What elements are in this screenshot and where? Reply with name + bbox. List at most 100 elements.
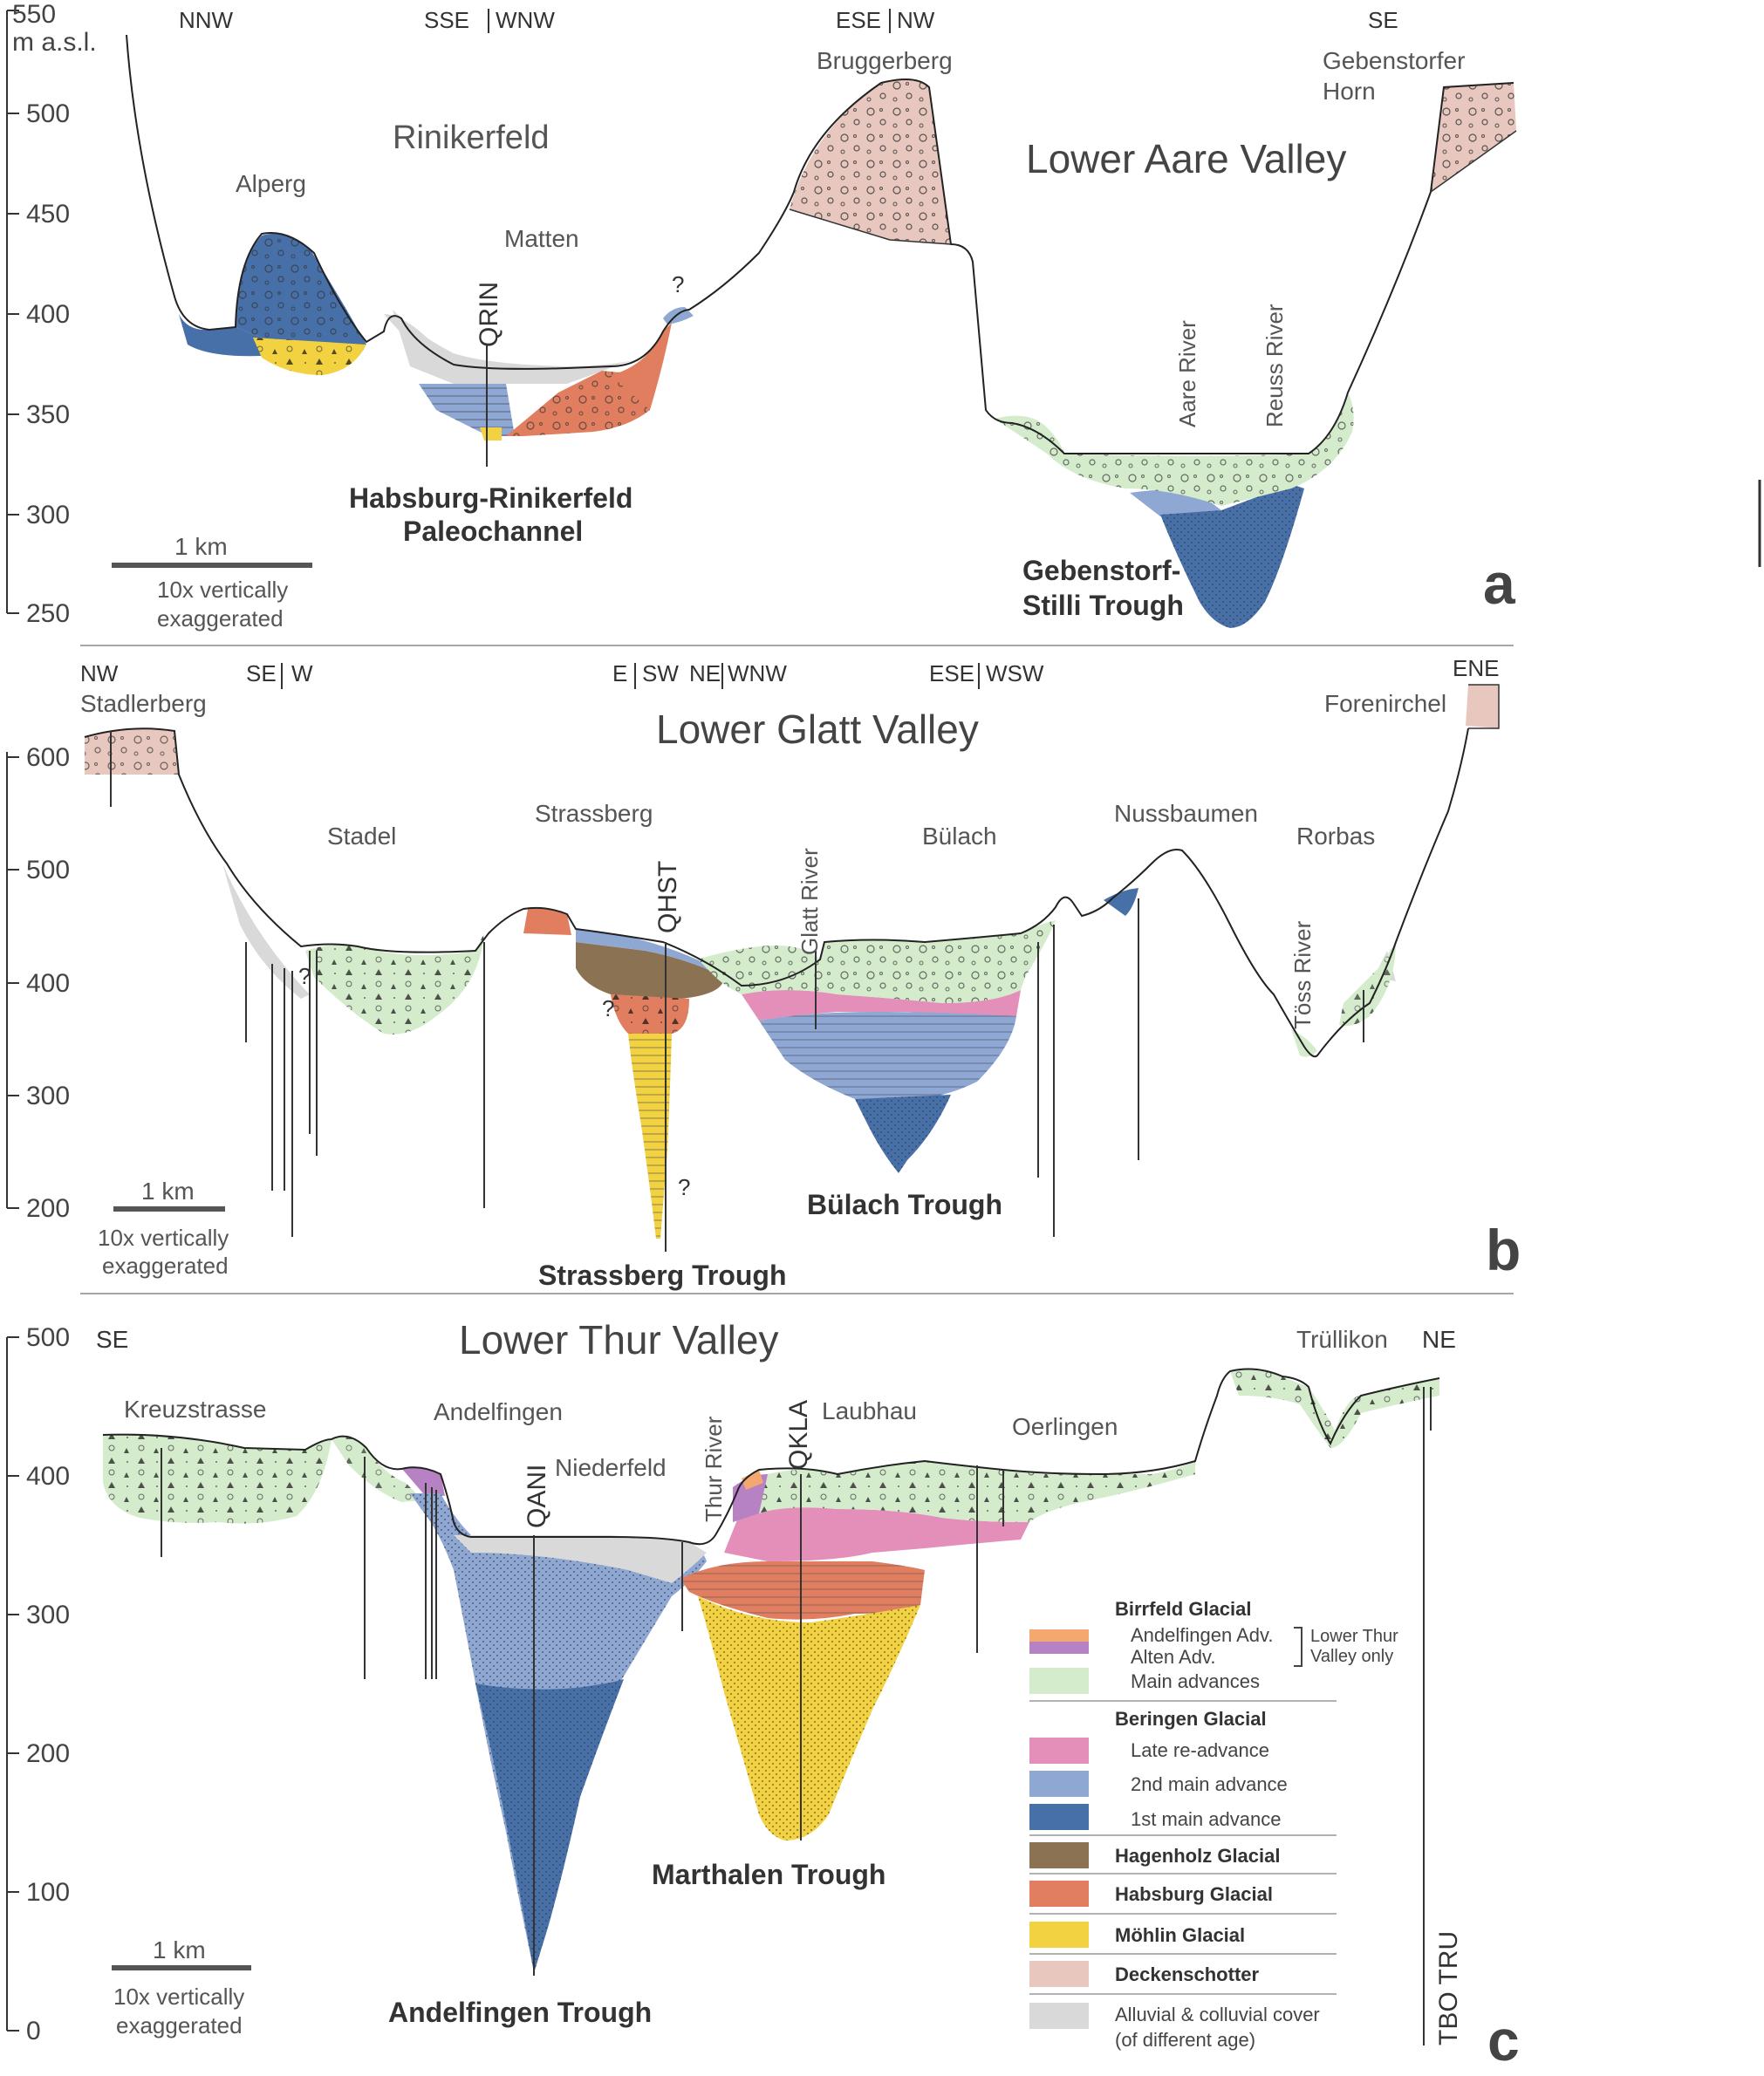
panel-c-y-axis: 500 400 300 200 100 0	[6, 1323, 70, 2045]
swatch-late-readvance	[1029, 1738, 1089, 1764]
reuss-river: Reuss River	[1261, 304, 1288, 427]
direction-label: NW	[897, 7, 935, 33]
exaggeration-label: exaggerated	[157, 605, 284, 632]
direction-label: ENE	[1453, 655, 1499, 681]
direction-label: SE	[1368, 7, 1398, 33]
y-tick-label: 500	[26, 99, 70, 128]
question-mark: ?	[672, 271, 684, 297]
panel-a-scale-bar: 1 km 10x vertically exaggerated	[112, 533, 312, 632]
direction-label: SW	[642, 660, 679, 686]
borehole-tbo-tru: TBO TRU	[1434, 1931, 1463, 2045]
panel-label-c: c	[1487, 2008, 1520, 2073]
swatch-main-advances	[1029, 1668, 1089, 1694]
place-gebenstorfer: Gebenstorfer	[1323, 47, 1465, 74]
exaggeration-label: 10x vertically	[157, 577, 288, 603]
trough-label: Habsburg-Rinikerfeld	[349, 482, 632, 514]
y-tick-label: 500	[26, 1323, 70, 1352]
y-tick-label: 100	[26, 1878, 70, 1907]
legend-item: Late re-advance	[1131, 1739, 1269, 1761]
panel-b-topography	[84, 727, 1469, 1058]
trough-label: Strassberg Trough	[538, 1260, 787, 1291]
direction-label: SE	[96, 1326, 128, 1353]
legend-item: 1st main advance	[1131, 1808, 1281, 1830]
mohlin-rinikerfeld	[480, 427, 502, 440]
legend-heading: Beringen Glacial	[1115, 1708, 1267, 1730]
panel-c-scale-bar: 1 km 10x vertically exaggerated	[112, 1936, 251, 2038]
beringen-1st-left	[179, 314, 279, 357]
habsburg-slope	[611, 323, 672, 410]
direction-label: E	[612, 660, 627, 686]
panel-label-a: a	[1483, 551, 1516, 616]
legend-item: Main advances	[1131, 1670, 1260, 1692]
scale-label: 1 km	[174, 533, 228, 560]
deckenschotter-forenirchel	[1466, 685, 1499, 728]
panel-c-topography	[102, 1368, 1440, 1546]
borehole-qkla: QKLA	[784, 1400, 813, 1470]
borehole-qani: QANI	[523, 1465, 551, 1528]
y-tick-label: 0	[26, 2017, 41, 2045]
legend-item: Alluvial & colluvial cover	[1115, 2004, 1320, 2025]
panel-c-title: Lower Thur Valley	[459, 1317, 778, 1362]
alluvial-stadel	[222, 864, 310, 999]
direction-label: WNW	[728, 660, 787, 686]
aare-river: Aare River	[1174, 320, 1200, 427]
place-rinikerfeld: Rinikerfeld	[393, 120, 550, 156]
scale-label: 1 km	[153, 1936, 206, 1963]
question-mark: ?	[298, 963, 311, 989]
place-stadlerberg: Stadlerberg	[80, 690, 207, 717]
alluvial-matten-top	[393, 310, 615, 384]
y-tick-label: 400	[26, 969, 70, 998]
direction-label: WNW	[496, 7, 555, 33]
y-tick-label: 550	[12, 0, 56, 29]
exaggeration-label: exaggerated	[116, 2012, 243, 2038]
place-oerlingen: Oerlingen	[1012, 1413, 1118, 1440]
y-tick-label: 200	[26, 1194, 70, 1223]
direction-label: NE	[1422, 1326, 1456, 1353]
y-tick-label: 300	[26, 1601, 70, 1629]
panel-a-y-axis: 550 m a.s.l. 500 450 400 350 300 250	[6, 0, 97, 628]
alluvial-niederfeld	[454, 1535, 707, 1583]
legend: Birrfeld Glacial Andelfingen Adv. Alten …	[1029, 1598, 1398, 2051]
place-niederfeld: Niederfeld	[555, 1454, 667, 1481]
y-tick-label: 400	[26, 300, 70, 329]
thur-river: Thur River	[701, 1416, 727, 1522]
swatch-deckenschotter	[1029, 1961, 1089, 1987]
legend-heading: Hagenholz Glacial	[1115, 1845, 1281, 1867]
scale-label: 1 km	[141, 1178, 195, 1205]
legend-heading: Habsburg Glacial	[1115, 1883, 1273, 1905]
place-stadel: Stadel	[327, 823, 396, 850]
panel-b-title: Lower Glatt Valley	[656, 707, 979, 752]
legend-note: Valley only	[1310, 1647, 1393, 1666]
direction-label: WSW	[986, 660, 1044, 686]
direction-label: SSE	[424, 7, 469, 33]
direction-label: ESE	[929, 660, 974, 686]
place-andelfingen: Andelfingen	[434, 1398, 563, 1425]
y-tick-label: 300	[26, 501, 70, 529]
place-trullikon: Trüllikon	[1296, 1326, 1388, 1353]
panel-a-title: Lower Aare Valley	[1026, 136, 1346, 181]
exaggeration-label: exaggerated	[102, 1253, 229, 1279]
exaggeration-label: 10x vertically	[98, 1225, 229, 1251]
legend-heading: Deckenschotter	[1115, 1963, 1260, 1985]
y-tick-label: 300	[26, 1082, 70, 1110]
beringen-1st-nussbaumen	[1104, 888, 1138, 916]
habsburg-strassberg-top	[523, 908, 571, 935]
y-tick-label: 350	[26, 400, 70, 429]
y-tick-label: 500	[26, 856, 70, 884]
borehole-qrin: QRIN	[475, 282, 503, 347]
panel-label-b: b	[1486, 1218, 1521, 1282]
y-tick-label: 450	[26, 200, 70, 229]
y-tick-label: 600	[26, 743, 70, 772]
swatch-andelfingen-adv	[1029, 1629, 1089, 1642]
direction-label: NW	[80, 660, 119, 686]
place-bruggerberg: Bruggerberg	[817, 47, 953, 74]
direction-label: SE	[246, 660, 277, 686]
direction-label: W	[291, 660, 313, 686]
place-forenirchel: Forenirchel	[1324, 690, 1446, 717]
panel-c: 500 400 300 200 100 0 SE NE	[6, 1317, 1520, 2073]
place-bulach: Bülach	[922, 823, 997, 850]
place-nussbaumen: Nussbaumen	[1114, 800, 1258, 827]
trough-label: Bülach Trough	[807, 1189, 1002, 1220]
swatch-alten-adv	[1029, 1642, 1089, 1654]
